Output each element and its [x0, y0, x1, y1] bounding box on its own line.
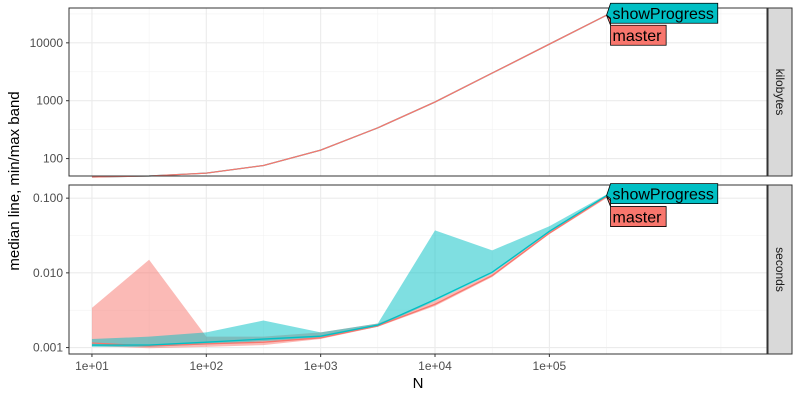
direct-label-master: master	[606, 14, 667, 46]
median-line-showProgress	[91, 195, 607, 346]
direct-label-showProgress: showProgress	[606, 2, 719, 24]
direct-label-box	[606, 14, 667, 46]
x-tick-label: 1e+05	[533, 359, 567, 373]
y-tick-label: 0.010	[33, 266, 63, 280]
direct-label-box	[606, 196, 667, 227]
panel-seconds: seconds 0.001 0.010 0.100 showProgress master	[33, 183, 793, 355]
direct-label-showProgress: showProgress	[606, 183, 719, 205]
facet-strip-label: seconds	[773, 247, 787, 292]
band-master	[91, 195, 607, 349]
y-tick-label: 100	[43, 152, 63, 166]
x-axis: 1e+01 1e+02 1e+03 1e+04 1e+05	[75, 354, 567, 373]
direct-label-master: master	[606, 196, 667, 227]
facet-strip	[767, 7, 793, 177]
panels-layer: kilobytes100100010000showProgressmasters…	[30, 2, 793, 355]
x-tick-label: 1e+01	[75, 359, 109, 373]
x-tick-label: 1e+03	[304, 359, 338, 373]
panel-border	[68, 184, 768, 355]
panel-border	[68, 7, 768, 177]
median-line-master	[91, 196, 607, 347]
x-axis-title: N	[413, 375, 424, 392]
y-tick-label: 10000	[30, 36, 64, 50]
x-tick-label: 1e+04	[418, 359, 452, 373]
direct-label-text: showProgress	[613, 187, 714, 204]
facet-strip	[767, 184, 793, 355]
direct-label-text: master	[613, 210, 663, 227]
direct-label-box	[606, 2, 719, 24]
y-tick-label: 0.001	[33, 341, 63, 355]
facet-strip-label: kilobytes	[773, 69, 787, 116]
direct-label-box	[606, 183, 719, 205]
y-tick-label: 1000	[36, 94, 63, 108]
panel-kilobytes: kilobytes 100 1000 10000 showProgress master	[30, 2, 793, 178]
y-tick-label: 0.100	[33, 191, 63, 205]
direct-label-text: showProgress	[613, 6, 714, 23]
x-tick-label: 1e+02	[189, 359, 223, 373]
y-axis-title: median line, min/max band	[6, 91, 23, 270]
median-line-master	[91, 14, 607, 178]
direct-label-text: master	[613, 28, 663, 45]
